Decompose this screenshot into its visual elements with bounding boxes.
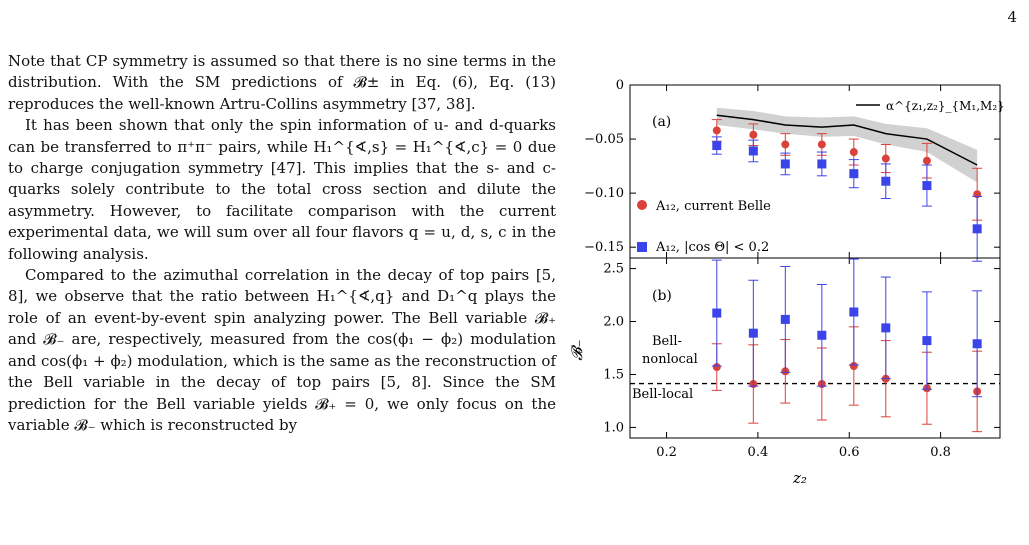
x-tick-label: 0.8 xyxy=(930,445,951,460)
bell-variable-figure: 0 −0.05 −0.10 −0.15 0.2 0.4 0.6 0.8 1.0 1.5 2.0 2.… xyxy=(560,60,1010,500)
y-tick-label: 1.5 xyxy=(603,367,624,382)
bell-nonlocal-label-line1: Bell- xyxy=(652,334,682,349)
cos-theta-data-point xyxy=(849,307,859,317)
legend-circle-label: A₁₂, current Belle xyxy=(655,199,771,214)
y-tick-label: 2.0 xyxy=(603,315,624,330)
alpha-line xyxy=(716,114,978,166)
panel-b: 0.2 0.4 0.6 0.8 1.0 1.5 2.0 2.5 xyxy=(603,257,1001,460)
belle-data-point xyxy=(749,130,758,139)
page-number: 4 xyxy=(1007,8,1017,26)
y-tick-label: 1.0 xyxy=(603,420,624,435)
cos-theta-data-point xyxy=(881,176,891,186)
x-tick-label: 0.6 xyxy=(839,445,860,460)
cos-theta-data-point xyxy=(712,141,722,151)
cos-theta-data-point xyxy=(712,308,722,318)
cos-theta-data-point xyxy=(922,181,932,191)
cos-theta-data-point xyxy=(748,146,758,156)
legend-square-swatch xyxy=(637,242,647,252)
cos-theta-data-point xyxy=(972,224,982,234)
bell-nonlocal-label-line2: nonlocal xyxy=(642,352,698,367)
x-tick-label: 0.2 xyxy=(656,445,677,460)
belle-data-point xyxy=(849,362,858,370)
belle-data-point xyxy=(881,154,890,163)
cos-theta-data-point xyxy=(780,314,790,324)
cos-theta-data-point xyxy=(817,159,827,169)
paragraph-spin-transfer: It has been shown that only the spin inf… xyxy=(8,116,556,263)
belle-data-point xyxy=(781,140,790,149)
belle-data-point xyxy=(817,140,826,149)
panel-b-label: (b) xyxy=(652,288,672,304)
x-tick-label: 0.4 xyxy=(748,445,769,460)
panel-a-label: (a) xyxy=(652,114,671,130)
y-tick-label: −0.15 xyxy=(584,240,624,255)
belle-data-point xyxy=(922,156,931,165)
belle-data-point xyxy=(712,363,721,372)
figure-svg: 0 −0.05 −0.10 −0.15 0.2 0.4 0.6 0.8 1.0 1.5 2.0 2.… xyxy=(568,78,1005,487)
body-text-column: Note that CP symmetry is assumed so that… xyxy=(8,51,556,436)
cos-theta-data-point xyxy=(881,323,891,333)
alpha-uncertainty-band xyxy=(716,107,978,183)
cos-theta-data-point xyxy=(922,336,932,346)
legend-circle-swatch xyxy=(637,200,647,210)
legend-square-label: A₁₂, |cos Θ| < 0.2 xyxy=(655,240,769,255)
panel-frame xyxy=(629,257,1001,439)
legend-line-label: α^{z₁,z₂}_{M₁,M₂} xyxy=(886,99,1005,113)
belle-data-point xyxy=(849,148,858,157)
y-axis-label: 𝓑₋ xyxy=(568,339,586,360)
panel-a: 0 −0.05 −0.10 −0.15 xyxy=(584,78,1001,262)
paragraph-bell-variable: Compared to the azimuthal correlation in… xyxy=(8,266,556,434)
cos-theta-data-point xyxy=(748,328,758,338)
y-tick-label: −0.10 xyxy=(584,186,624,201)
bell-local-label: Bell-local xyxy=(632,387,693,402)
cos-theta-data-point xyxy=(817,330,827,340)
cos-theta-data-point xyxy=(849,169,859,179)
x-axis-label: z₂ xyxy=(792,469,807,487)
paragraph-cp-symmetry: Note that CP symmetry is assumed so that… xyxy=(8,52,556,113)
y-tick-label: 2.5 xyxy=(603,262,624,277)
cos-theta-data-point xyxy=(972,339,982,349)
y-tick-label: 0 xyxy=(616,78,624,93)
y-tick-label: −0.05 xyxy=(584,132,624,147)
cos-theta-data-point xyxy=(780,159,790,169)
belle-data-point xyxy=(712,126,721,135)
